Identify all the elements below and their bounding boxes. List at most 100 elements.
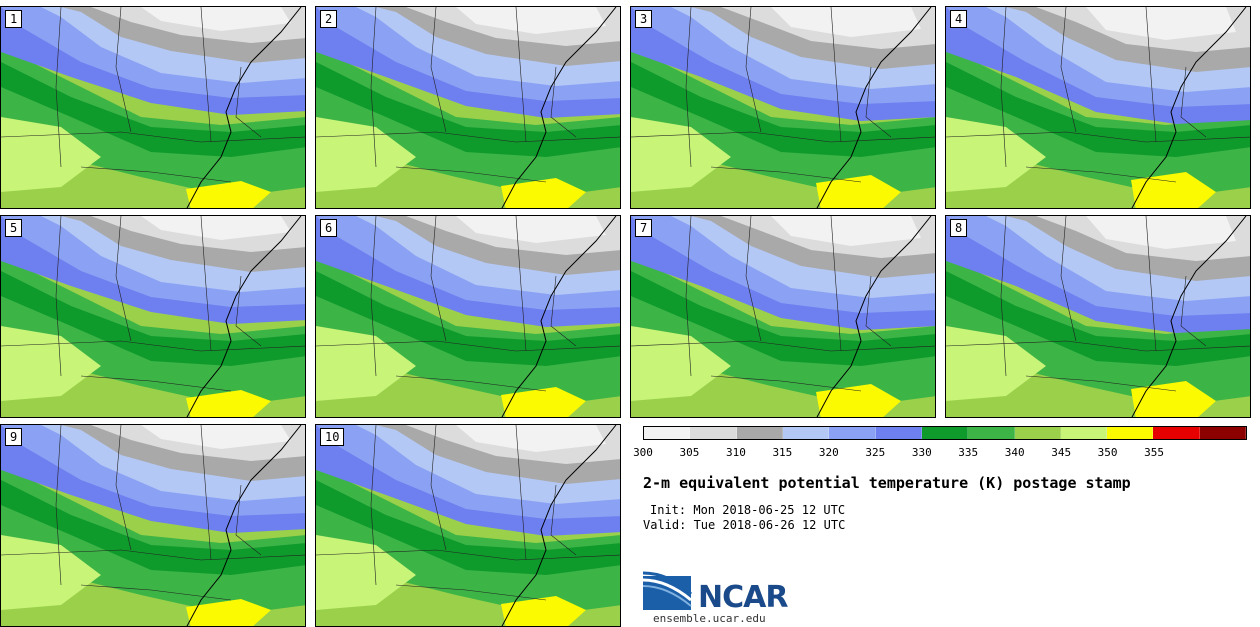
colorbar-segment [921, 427, 969, 439]
state-border [200, 7, 212, 143]
state-border [946, 131, 1250, 143]
state-border [395, 375, 547, 392]
state-border [710, 166, 862, 183]
contour-band [141, 216, 291, 240]
colorbar-tick-label: 310 [725, 446, 746, 459]
contour-band [316, 480, 620, 575]
postage-stamp-panel-10: 10 [315, 424, 621, 627]
map-field [316, 216, 620, 417]
panel-number: 10 [320, 428, 345, 446]
panel-number: 6 [320, 219, 338, 237]
state-border [200, 216, 212, 352]
colorbar-tick-label: 320 [818, 446, 839, 459]
map-field [1, 425, 305, 626]
state-border [80, 584, 232, 601]
contour-band [771, 216, 921, 246]
panel-number: 2 [320, 10, 338, 28]
coastline [816, 7, 932, 208]
contour-band [1, 480, 305, 575]
state-border [1, 549, 305, 561]
postage-stamp-panel-6: 6 [315, 215, 621, 418]
contour-band [1131, 381, 1216, 417]
state-border [370, 425, 377, 586]
state-border [865, 66, 892, 138]
state-border [55, 425, 62, 586]
coastline [186, 7, 302, 208]
colorbar-segment [1153, 427, 1200, 439]
map-field [1, 216, 305, 417]
contour-band [501, 387, 586, 417]
state-border [115, 425, 132, 551]
state-border [370, 7, 377, 168]
postage-stamp-panel-9: 9 [0, 424, 306, 627]
coastline [501, 7, 617, 208]
contour-band [1086, 216, 1236, 249]
state-border [430, 216, 447, 342]
coastline [186, 216, 302, 417]
state-border [1180, 66, 1207, 138]
state-border [865, 275, 892, 347]
coastline [1131, 7, 1247, 208]
contour-band [1, 271, 305, 366]
state-border [370, 216, 377, 377]
colorbar-tick-label: 355 [1144, 446, 1164, 459]
state-border [745, 216, 762, 342]
colorbar-tick-label: 305 [679, 446, 700, 459]
colorbar-segment [1199, 427, 1247, 439]
state-border [430, 7, 447, 133]
contour-band [456, 216, 606, 243]
state-border [316, 340, 620, 352]
panel-number: 7 [635, 219, 653, 237]
colorbar-tick-label: 315 [772, 446, 793, 459]
map-field [946, 7, 1250, 208]
state-border [1145, 7, 1157, 143]
panel-number: 5 [5, 219, 23, 237]
map-field [946, 216, 1250, 417]
panel-number: 1 [5, 10, 23, 28]
panel-number: 9 [5, 428, 23, 446]
colorbar-tick-label: 350 [1097, 446, 1118, 459]
panel-number: 3 [635, 10, 653, 28]
state-border [1025, 375, 1177, 392]
state-border [515, 216, 527, 352]
contour-band [316, 62, 620, 157]
colorbar-segment [968, 427, 1015, 439]
state-border [115, 7, 132, 133]
colorbar-tick-label: 340 [1004, 446, 1025, 459]
state-border [1060, 7, 1077, 133]
site-url[interactable]: ensemble.ucar.edu [653, 612, 766, 625]
state-border [631, 340, 935, 352]
colorbar-segment [1060, 427, 1108, 439]
colorbar-segment [1107, 427, 1154, 439]
state-border [316, 131, 620, 143]
postage-stamp-panel-7: 7 [630, 215, 936, 418]
colorbar-segment [1014, 427, 1061, 439]
contour-band [456, 425, 606, 452]
state-border [395, 166, 547, 183]
contour-band [501, 596, 586, 626]
state-border [55, 216, 62, 377]
colorbar-segment [875, 427, 922, 439]
ncar-logo-icon [643, 571, 693, 610]
state-border [550, 484, 577, 556]
coastline [186, 425, 302, 626]
contour-band [1, 62, 305, 157]
state-border [830, 7, 842, 143]
map-field [316, 7, 620, 208]
contour-band [816, 384, 901, 417]
state-border [1, 340, 305, 352]
state-border [1000, 7, 1007, 168]
contour-band [631, 271, 935, 366]
postage-stamp-panel-5: 5 [0, 215, 306, 418]
postage-stamp-panel-8: 8 [945, 215, 1251, 418]
postage-stamp-panel-1: 1 [0, 6, 306, 209]
colorbar-segment [644, 427, 691, 439]
map-field [316, 425, 620, 626]
contour-band [141, 7, 291, 31]
colorbar-segment [829, 427, 876, 439]
valid-time: Valid: Tue 2018-06-26 12 UTC [643, 518, 846, 532]
state-border [200, 425, 212, 561]
state-border [1145, 216, 1157, 352]
state-border [1060, 216, 1077, 342]
colorbar [643, 426, 1247, 440]
